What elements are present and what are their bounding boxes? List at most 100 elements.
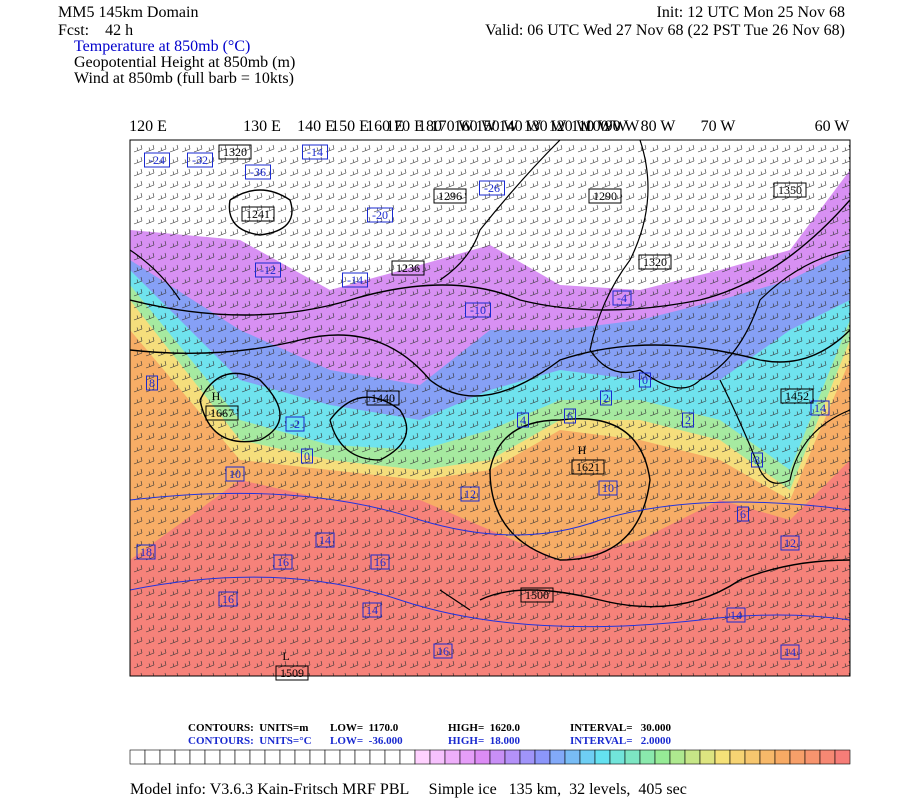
longitude-label: 160 W (454, 118, 498, 135)
field-wind: Wind at 850mb (full barb = 10kts) (74, 70, 294, 87)
temperature-label: 16 (222, 592, 234, 606)
temperature-label: 16 (437, 644, 449, 658)
temperature-label-box (144, 152, 170, 168)
color-bar-cell (174, 749, 191, 765)
coastline (719, 379, 850, 484)
height-label-box (218, 144, 252, 160)
color-bar-cell (744, 749, 761, 765)
color-bar-cell (564, 749, 581, 765)
temperature-contour-info: HIGH= 18.000 (448, 735, 520, 747)
height-label-box (391, 260, 425, 276)
temperature-contour-info: CONTOURS: UNITS=°C (188, 735, 312, 747)
temperature-label-box (612, 290, 632, 306)
color-bar-cell (369, 749, 386, 765)
color-bar-cell (699, 749, 716, 765)
temperature-label: 18 (140, 545, 152, 559)
height-label: 1241 (246, 207, 270, 221)
init-time: Init: 12 UTC Mon 25 Nov 68 (657, 4, 845, 21)
color-bar-cell (639, 749, 656, 765)
temperature-label-box (564, 408, 576, 424)
temperature-label: -12 (260, 263, 276, 277)
height-contour-info: HIGH= 1620.0 (448, 722, 520, 734)
temperature-label: 14 (784, 645, 796, 659)
longitude-label: 120 E (129, 118, 167, 135)
height-label: 1320 (223, 145, 247, 159)
height-contour-info: CONTOURS: UNITS=m (188, 722, 308, 734)
temperature-label: -14 (307, 145, 323, 159)
longitude-label: 110 W (571, 118, 614, 135)
color-bar-cell (294, 749, 311, 765)
color-bar-cell (129, 749, 146, 765)
temperature-label: 10 (602, 481, 614, 495)
temperature-label: 14 (366, 603, 378, 617)
color-bar-cell (489, 749, 506, 765)
temperature-label-box (342, 272, 368, 288)
temperature-label-box (600, 390, 612, 406)
temperature-label-box (146, 375, 158, 391)
height-contour (130, 199, 850, 316)
temperature-label-box (285, 416, 305, 432)
temperature-label-box (682, 412, 694, 428)
longitude-label: 80 W (641, 118, 677, 135)
coastline (130, 249, 471, 611)
temperature-label-box (598, 480, 618, 496)
temperature-label-box (465, 302, 491, 318)
temperature-label: 10 (229, 467, 241, 481)
temperature-label: 12 (464, 487, 476, 501)
color-bar-cell (789, 749, 806, 765)
field-temperature: Temperature at 850mb (°C) (74, 38, 250, 55)
height-contour (199, 372, 281, 443)
color-bar-cell (729, 749, 746, 765)
temperature-label-box (273, 554, 293, 570)
longitude-label: 130 W (524, 118, 568, 135)
longitude-label: 130 E (243, 118, 281, 135)
height-label-box (773, 182, 807, 198)
temperature-label: 14 (814, 401, 826, 415)
color-bar-cell (399, 749, 416, 765)
temperature-label-box (780, 535, 800, 551)
color-bar-cell (384, 749, 401, 765)
height-contour-info: INTERVAL= 30.000 (570, 722, 672, 734)
temperature-label: 8 (754, 453, 760, 467)
color-bar-cell (459, 749, 476, 765)
temperature-label-box (726, 607, 746, 623)
extremum-value: 1667 (210, 406, 234, 420)
color-bar-cell (444, 749, 461, 765)
longitude-label: 90 W (605, 118, 641, 135)
temperature-contour-info: LOW= -36.000 (330, 735, 403, 747)
height-contour (489, 418, 651, 561)
height-label: 1320 (643, 255, 667, 269)
height-label: 1236 (396, 261, 420, 275)
temperature-label-box (810, 400, 830, 416)
temperature-label: 2 (685, 413, 691, 427)
color-bar-cell (339, 749, 356, 765)
temperature-label-box (362, 602, 382, 618)
height-contour (329, 396, 408, 461)
valid-time: Valid: 06 UTC Wed 27 Nov 68 (22 PST Tue … (485, 22, 845, 39)
map-frame (129, 139, 851, 677)
temperature-label: 16 (374, 555, 386, 569)
temperature-label: 0 (642, 373, 648, 387)
color-bar-cell (534, 749, 551, 765)
height-contour (228, 189, 293, 236)
height-contour-info: LOW= 1170.0 (330, 722, 399, 734)
temperature-label: -32 (192, 153, 208, 167)
color-bar-cell (519, 749, 536, 765)
temperature-label: -2 (290, 417, 300, 431)
color-bar-cell (309, 749, 326, 765)
longitude-label: 140 W (499, 118, 543, 135)
color-bar-cell (819, 749, 836, 765)
temperature-label-box (367, 207, 393, 223)
height-label: 1452 (785, 389, 809, 403)
longitude-label: 70 W (701, 118, 737, 135)
longitude-label: 120 W (549, 118, 593, 135)
longitude-label: 160 E (366, 118, 404, 135)
extremum-value: 1509 (280, 666, 304, 680)
color-bar-cell (219, 749, 236, 765)
color-bar-cell (714, 749, 731, 765)
extremum-value-box (275, 665, 309, 681)
coastline (589, 140, 850, 389)
forecast: Fcst: 42 h (58, 22, 133, 39)
color-bar-cell (609, 749, 626, 765)
